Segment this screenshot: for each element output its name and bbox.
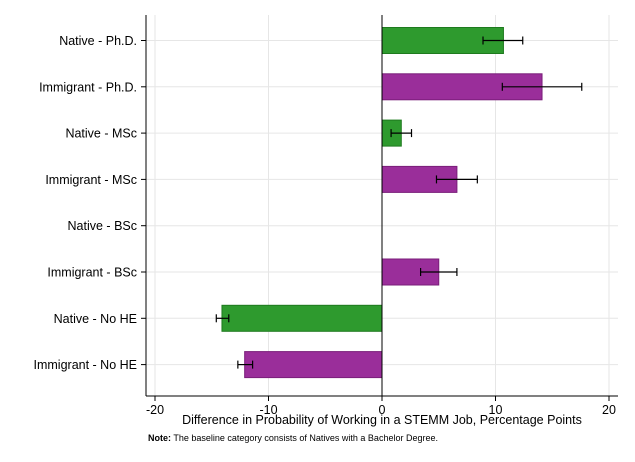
category-label: Native - Ph.D.: [59, 34, 137, 48]
x-tick-label: 10: [489, 403, 503, 417]
note-label: Note:: [148, 433, 171, 443]
category-label: Immigrant - No HE: [34, 358, 138, 372]
bars-layer: [215, 27, 583, 379]
category-label: Native - BSc: [68, 219, 137, 233]
category-label: Immigrant - MSc: [45, 173, 137, 187]
chart-note: Note: The baseline category consists of …: [148, 433, 438, 443]
bar: [244, 351, 383, 379]
x-tick-label: -20: [146, 403, 164, 417]
category-label: Native - MSc: [65, 127, 137, 141]
labels-layer: -20 -10 0 10 20 Native - Ph.D. Immigrant - Ph.…: [34, 34, 616, 417]
x-tick-label: -10: [259, 403, 277, 417]
category-label: Immigrant - Ph.D.: [39, 80, 137, 94]
bar: [221, 304, 383, 332]
note-text: The baseline category consists of Native…: [171, 433, 438, 443]
category-label: Immigrant - BSc: [47, 266, 137, 280]
x-tick-label: 20: [602, 403, 616, 417]
x-axis-title: Difference in Probability of Working in …: [182, 413, 582, 427]
axis-layer: [141, 15, 618, 401]
category-label: Native - No HE: [54, 312, 137, 326]
x-tick-label: 0: [379, 403, 386, 417]
